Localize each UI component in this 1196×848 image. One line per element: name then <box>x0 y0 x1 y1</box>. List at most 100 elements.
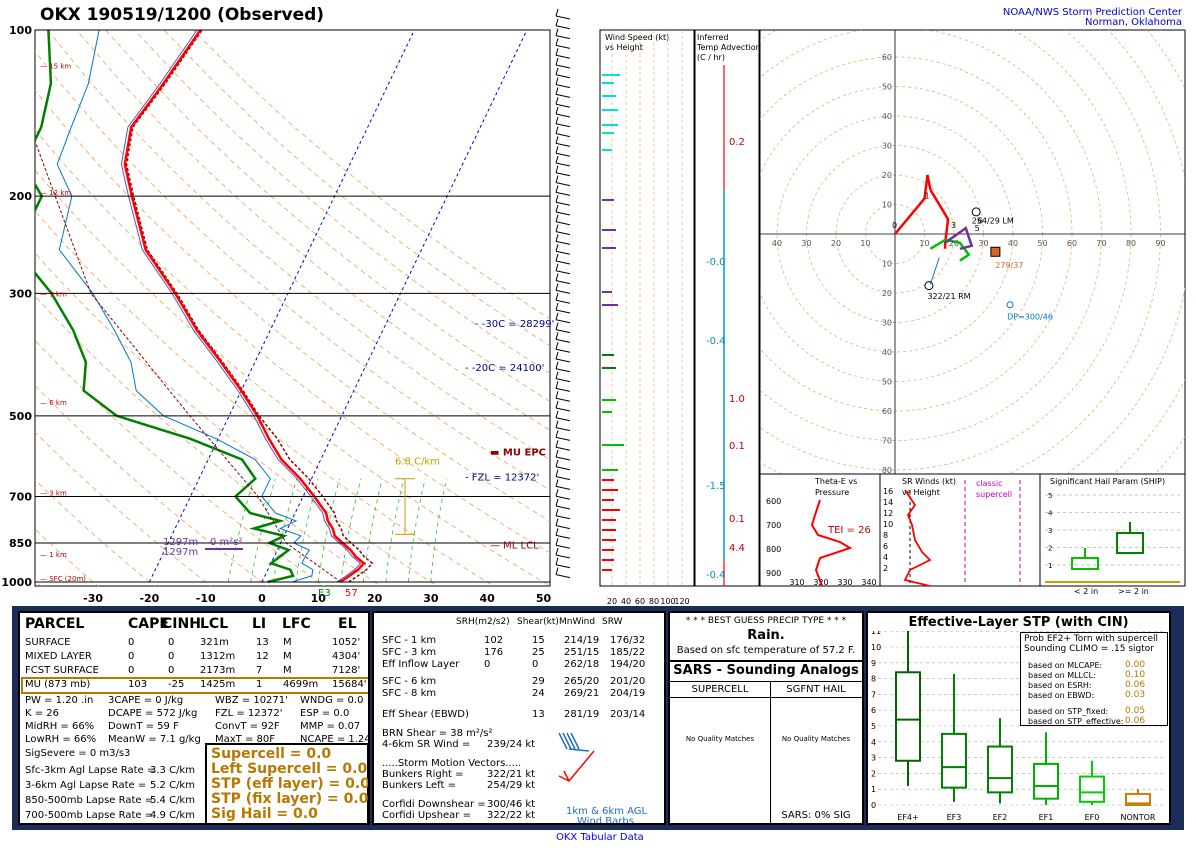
adv-value: -0.0 <box>706 257 726 268</box>
moist-adiabat <box>408 478 426 583</box>
corfidi-label: Corfidi Downshear = <box>382 799 486 810</box>
hodo-y-tick: 40 <box>882 348 892 357</box>
stp-category: EF4+ <box>897 813 918 822</box>
based-label: based on EBWD: <box>1028 691 1095 700</box>
wind-speed-title-1: Wind Speed (kt) <box>605 33 669 42</box>
barb-shaft <box>555 231 571 236</box>
barb-flag <box>555 28 559 36</box>
thetae-frame <box>759 473 881 587</box>
hodo-rm-marker <box>924 281 934 291</box>
kin-cell: 262/18 <box>564 659 600 670</box>
based-label: based on ESRH: <box>1028 681 1092 690</box>
barb-shaft <box>555 221 571 226</box>
kin-header: Shear(kt) <box>517 617 559 627</box>
height-label: — 15 km <box>40 63 71 71</box>
based-value: 0.10 <box>1125 670 1146 680</box>
tabular-data-link[interactable]: OKX Tabular Data <box>556 832 644 843</box>
bottom-panels: PARCEL CAPE CINH LCL LI LFC EL SURFACE 0 0 321m 13… <box>0 606 1196 843</box>
parcel-panel: PARCEL CAPE CINH LCL LI LFC EL SURFACE 0 0 321m 13… <box>18 611 370 825</box>
pressure-tick-label: 500 <box>9 410 32 423</box>
parcel-cell: 15684' <box>332 679 367 690</box>
barb-flag <box>555 253 559 262</box>
thetae-title-1: Theta-E vs <box>814 477 857 486</box>
barb-flag <box>555 449 559 458</box>
lapse-value: 4.9 C/km <box>150 810 195 821</box>
barb-shaft <box>555 15 571 20</box>
stp-y-tick: 10 <box>871 643 881 652</box>
dry-adiabat <box>35 129 550 554</box>
barb-flag <box>555 518 559 526</box>
parcel-cell: MIXED LAYER <box>25 651 92 662</box>
hodo-dp-label: DP=300/46 <box>1007 313 1053 322</box>
barb-shaft <box>555 240 571 245</box>
barb-shaft <box>555 35 571 40</box>
hodo-x-tick: 50 <box>1037 239 1047 248</box>
height-label: — 1 km <box>40 551 67 559</box>
ship-y-tick: 5 <box>1048 492 1052 500</box>
barb-flag <box>555 528 559 536</box>
dry-adiabat <box>35 50 550 491</box>
srw-y-tick: 14 <box>883 498 893 507</box>
kin-cell: 204/19 <box>610 688 646 699</box>
stp-category: EF2 <box>993 813 1008 822</box>
lapse-value: 5.4 C/km <box>150 795 195 806</box>
parcel-cell: 1 <box>256 679 263 690</box>
sars-sig: SARS: 0% SIG <box>781 810 851 821</box>
lapse-label: 850-500mb Lapse Rate = <box>25 795 154 806</box>
hodo-km-3: 3 <box>951 221 956 230</box>
thetae-y-tick: 600 <box>766 497 781 506</box>
stp-category: EF3 <box>947 813 962 822</box>
ship-y-tick: 1 <box>1048 562 1052 570</box>
footer-link[interactable]: OKX Tabular Data <box>556 832 644 844</box>
barb-shaft <box>555 417 571 422</box>
parcel-col-header: CINH <box>162 616 201 632</box>
annotation-mu-epc: ▬ MU EPC <box>490 448 546 459</box>
kinematics-panel: SRH(m2/s2) Shear(kt) MnWind SRW SFC - 1 km 10… <box>372 611 666 825</box>
barb-shaft <box>555 25 571 30</box>
barb-shaft <box>555 456 571 461</box>
sars-divider <box>670 681 862 682</box>
legend-line-1: 1km & 6km AGL <box>566 806 648 817</box>
prob-line-2: Sounding CLIMO = .15 sigtor <box>1024 644 1154 654</box>
barb-shaft <box>555 113 571 118</box>
wspd-tick: 20 <box>607 597 617 606</box>
wind-legend-graphic <box>558 732 595 782</box>
barb-flag <box>555 557 559 565</box>
hodo-y-tick: 80 <box>882 466 892 475</box>
barb-shaft <box>555 348 571 353</box>
based-label: based on MLLCL: <box>1028 671 1096 680</box>
sounding-graphics: OKX 190519/1200 (Observed) NOAA/NWS Stor… <box>1 5 1186 606</box>
sars-col-hail: SGFNT HAIL <box>786 684 846 695</box>
precip-divider <box>670 660 862 662</box>
barb-flag <box>555 371 559 379</box>
stp-y-tick: 3 <box>871 754 876 763</box>
adv-value: -0.4 <box>706 570 726 581</box>
kin-cell: 201/20 <box>610 676 646 687</box>
barb-flag <box>555 97 559 105</box>
kin-cell: 25 <box>532 647 545 658</box>
lapse-label: Sfc-3km Agl Lapse Rate = <box>25 765 156 776</box>
stp-title: Effective-Layer STP (with CIN) <box>908 615 1129 630</box>
barb-flag <box>555 293 559 301</box>
temp-tick-label: -20 <box>139 592 159 605</box>
index-cell: NCAPE = 1.24 <box>300 734 370 745</box>
dry-adiabat <box>76 30 550 431</box>
composite-value: Left Supercell = 0.0 <box>211 761 368 777</box>
barb-flag <box>555 391 559 399</box>
pressure-tick-label: 200 <box>9 190 32 203</box>
tei-label: TEI = 26 <box>827 525 871 536</box>
dry-adiabat <box>35 431 212 586</box>
sars-title: SARS - Sounding Analogs <box>673 663 859 678</box>
skewt-plot: 100 200 300 500 700 850 1000 -30 -20 -10 0 10 20 30 40… <box>1 24 554 605</box>
parcel-cell: MU (873 mb) <box>25 679 91 690</box>
barb-flag <box>555 146 559 154</box>
thetae-x-tick: 340 <box>861 578 876 587</box>
barb-flag <box>555 263 559 271</box>
dry-adiabat <box>163 30 550 347</box>
barb-flag <box>555 77 559 85</box>
barb-shaft <box>555 387 571 392</box>
parcel-cell: 0 <box>168 651 175 662</box>
composite-value: STP (eff layer) = 0.0 <box>211 776 370 792</box>
wspd-tick: 40 <box>621 597 631 606</box>
barb-flag <box>555 126 559 134</box>
